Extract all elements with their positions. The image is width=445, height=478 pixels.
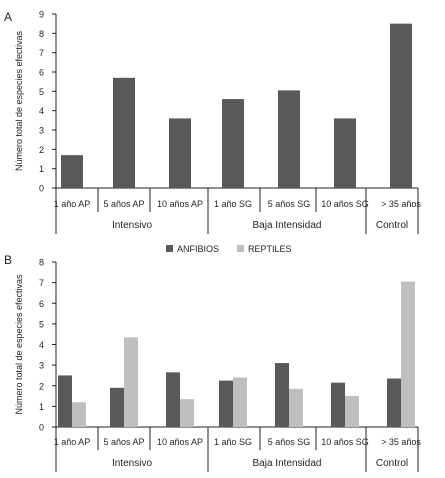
category-label: 10 años AP (157, 437, 203, 447)
y-tick-label: 3 (39, 361, 44, 371)
bar (169, 118, 191, 188)
group-label: Baja Intensidad (253, 458, 322, 469)
category-label: > 35 años (381, 199, 421, 209)
panel-label-a: A (4, 10, 12, 24)
y-tick-label: 4 (39, 340, 44, 350)
bar (124, 337, 138, 427)
bar (61, 155, 83, 188)
y-tick-label: 8 (39, 258, 44, 268)
bar (166, 372, 180, 427)
category-label: 1 año AP (54, 437, 91, 447)
y-tick-label: 1 (39, 164, 44, 174)
y-tick-label: 8 (39, 29, 44, 39)
group-label: Baja Intensidad (253, 220, 322, 231)
y-tick-label: 3 (39, 126, 44, 136)
y-axis-label: Número total de especies efectivas (14, 30, 24, 171)
bar (387, 378, 401, 427)
bar (233, 377, 247, 427)
group-label: Control (376, 220, 408, 231)
category-label: 5 años SG (268, 199, 311, 209)
category-label: 1 año SG (214, 437, 252, 447)
bar (275, 363, 289, 427)
bar (58, 375, 72, 427)
bar (113, 77, 135, 188)
category-label: 10 años SG (321, 199, 369, 209)
y-tick-label: 2 (39, 381, 44, 391)
bar (331, 382, 345, 427)
group-label: Control (376, 458, 408, 469)
y-axis-label: Número total de especies efectivas (14, 274, 24, 415)
y-tick-label: 5 (39, 319, 44, 329)
bar (222, 99, 244, 188)
legend-label: ANFIBIOS (177, 244, 219, 254)
category-label: 5 años AP (103, 437, 144, 447)
bar (110, 387, 124, 427)
legend-b: ANFIBIOS REPTILES (166, 244, 292, 254)
bar (401, 281, 415, 427)
category-label: 10 años SG (321, 437, 369, 447)
bar (390, 23, 412, 188)
category-label: 5 años AP (103, 199, 144, 209)
legend-swatch (166, 245, 173, 252)
chart-a: 0 1 2 3 4 5 6 7 8 9 Número total de especies efect… (14, 10, 421, 234)
category-label: 10 años AP (157, 199, 203, 209)
y-tick-label: 6 (39, 299, 44, 309)
y-tick-label: 0 (39, 423, 44, 433)
y-tick-label: 0 (39, 184, 44, 194)
category-label: 1 año AP (54, 199, 91, 209)
legend-label: REPTILES (248, 244, 292, 254)
legend-swatch (237, 245, 244, 252)
y-tick-label: 2 (39, 145, 44, 155)
chart-b: 0 1 2 3 4 5 6 7 8 Número total de especies efecti… (14, 258, 421, 472)
bar (289, 388, 303, 427)
y-tick-label: 9 (39, 10, 44, 20)
y-tick-label: 4 (39, 106, 44, 116)
y-tick-label: 7 (39, 278, 44, 288)
bar (72, 402, 86, 427)
category-label: > 35 años (381, 437, 421, 447)
y-tick-label: 6 (39, 68, 44, 78)
category-label: 5 años SG (268, 437, 311, 447)
bar (278, 90, 300, 188)
y-tick-label: 1 (39, 402, 44, 412)
bar (334, 118, 356, 188)
panel-label-b: B (4, 253, 12, 267)
bar (219, 380, 233, 427)
bar (345, 396, 359, 427)
bar (180, 399, 194, 427)
y-tick-label: 5 (39, 87, 44, 97)
y-tick-label: 7 (39, 48, 44, 58)
group-label: Intensivo (112, 458, 152, 469)
category-label: 1 año SG (214, 199, 252, 209)
group-label: Intensivo (112, 220, 152, 231)
